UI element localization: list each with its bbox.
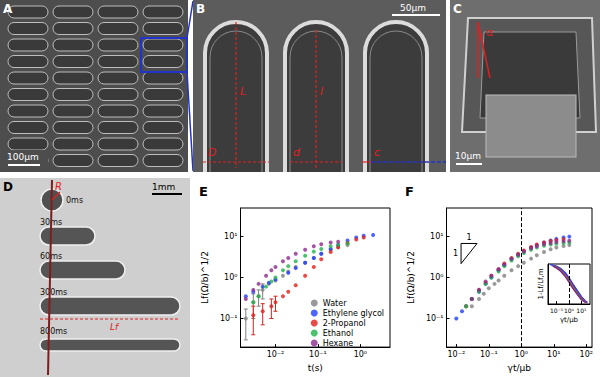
svg-text:R: R xyxy=(55,181,62,192)
svg-text:d: d xyxy=(293,146,301,159)
svg-text:C: C xyxy=(453,2,462,16)
svg-text:1: 1 xyxy=(467,233,472,242)
svg-text:10μm: 10μm xyxy=(455,151,481,161)
svg-text:10⁰: 10⁰ xyxy=(354,350,367,359)
svg-text:10⁻¹: 10⁻¹ xyxy=(426,314,444,323)
svg-text:0ms: 0ms xyxy=(66,196,83,205)
svg-text:L: L xyxy=(240,85,246,98)
svg-text:F: F xyxy=(405,184,414,199)
svg-text:60ms: 60ms xyxy=(40,252,63,261)
svg-text:10²: 10² xyxy=(580,350,593,359)
svg-text:10⁰: 10⁰ xyxy=(224,273,237,282)
svg-text:α: α xyxy=(486,26,493,39)
svg-text:Ethanol: Ethanol xyxy=(323,329,353,338)
svg-text:10¹: 10¹ xyxy=(576,307,587,314)
svg-text:10¹: 10¹ xyxy=(224,232,237,241)
svg-text:γt/μb: γt/μb xyxy=(508,363,532,373)
svg-text:10⁰: 10⁰ xyxy=(430,273,443,282)
svg-text:10⁻¹: 10⁻¹ xyxy=(309,350,327,359)
svg-text:D: D xyxy=(3,180,13,194)
svg-text:γt/μb: γt/μb xyxy=(560,316,579,324)
svg-text:Hexane: Hexane xyxy=(323,339,354,348)
svg-text:Lf(Ω/b)^1/2: Lf(Ω/b)^1/2 xyxy=(200,251,210,304)
svg-text:10⁻¹: 10⁻¹ xyxy=(220,314,238,323)
svg-text:Lf: Lf xyxy=(110,322,120,332)
svg-text:10¹: 10¹ xyxy=(547,350,560,359)
svg-text:100μm: 100μm xyxy=(7,152,39,162)
svg-text:10⁰: 10⁰ xyxy=(564,307,575,314)
svg-text:1-Lf/Lf,m: 1-Lf/Lf,m xyxy=(537,268,545,299)
svg-text:1mm: 1mm xyxy=(152,182,175,192)
svg-text:800ms: 800ms xyxy=(40,327,67,336)
svg-text:B: B xyxy=(196,2,205,16)
svg-text:Water: Water xyxy=(323,299,347,308)
svg-text:D: D xyxy=(208,146,216,159)
svg-text:10¹: 10¹ xyxy=(430,232,443,241)
svg-text:10⁻¹: 10⁻¹ xyxy=(480,350,498,359)
svg-text:30ms: 30ms xyxy=(40,218,63,227)
svg-text:E: E xyxy=(199,184,208,199)
svg-text:A: A xyxy=(3,2,13,16)
svg-text:10⁻²: 10⁻² xyxy=(447,350,465,359)
svg-text:2-Propanol: 2-Propanol xyxy=(323,319,366,328)
svg-text:t(s): t(s) xyxy=(308,363,323,373)
svg-text:Ethylene glycol: Ethylene glycol xyxy=(323,309,384,318)
svg-text:300ms: 300ms xyxy=(40,288,67,297)
svg-text:10⁻²: 10⁻² xyxy=(267,350,285,359)
svg-text:c: c xyxy=(374,146,380,159)
svg-text:Lf(Ω/b)^1/2: Lf(Ω/b)^1/2 xyxy=(406,251,416,304)
svg-text:1: 1 xyxy=(453,249,458,258)
svg-text:l: l xyxy=(320,85,323,98)
svg-text:50μm: 50μm xyxy=(400,3,426,13)
svg-text:10⁰: 10⁰ xyxy=(515,350,528,359)
svg-text:10⁻¹: 10⁻¹ xyxy=(550,307,564,314)
